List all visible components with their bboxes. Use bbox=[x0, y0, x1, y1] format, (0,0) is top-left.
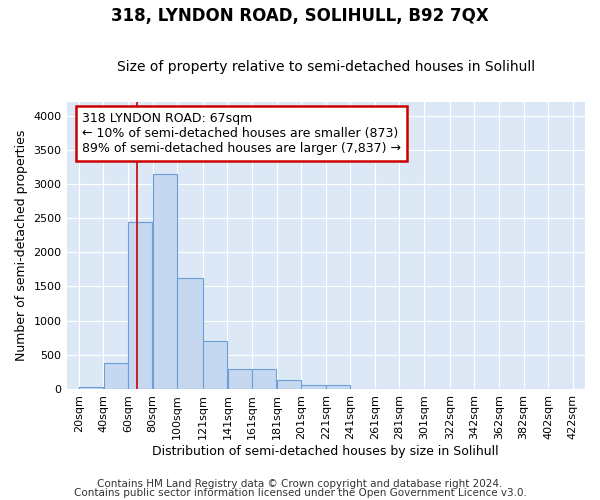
Bar bbox=[228, 369, 252, 389]
Text: 318 LYNDON ROAD: 67sqm
← 10% of semi-detached houses are smaller (873)
89% of se: 318 LYNDON ROAD: 67sqm ← 10% of semi-det… bbox=[82, 112, 401, 155]
Bar bbox=[253, 369, 277, 389]
Bar bbox=[79, 387, 103, 389]
Bar bbox=[153, 174, 177, 389]
Bar bbox=[128, 222, 152, 389]
Bar bbox=[326, 385, 350, 389]
Bar bbox=[277, 380, 301, 389]
Text: 318, LYNDON ROAD, SOLIHULL, B92 7QX: 318, LYNDON ROAD, SOLIHULL, B92 7QX bbox=[111, 8, 489, 26]
Text: Contains public sector information licensed under the Open Government Licence v3: Contains public sector information licen… bbox=[74, 488, 526, 498]
Text: Contains HM Land Registry data © Crown copyright and database right 2024.: Contains HM Land Registry data © Crown c… bbox=[97, 479, 503, 489]
Bar bbox=[203, 341, 227, 389]
Bar bbox=[301, 385, 326, 389]
Y-axis label: Number of semi-detached properties: Number of semi-detached properties bbox=[15, 130, 28, 361]
X-axis label: Distribution of semi-detached houses by size in Solihull: Distribution of semi-detached houses by … bbox=[152, 444, 499, 458]
Bar bbox=[178, 278, 203, 389]
Title: Size of property relative to semi-detached houses in Solihull: Size of property relative to semi-detach… bbox=[117, 60, 535, 74]
Bar bbox=[104, 363, 128, 389]
